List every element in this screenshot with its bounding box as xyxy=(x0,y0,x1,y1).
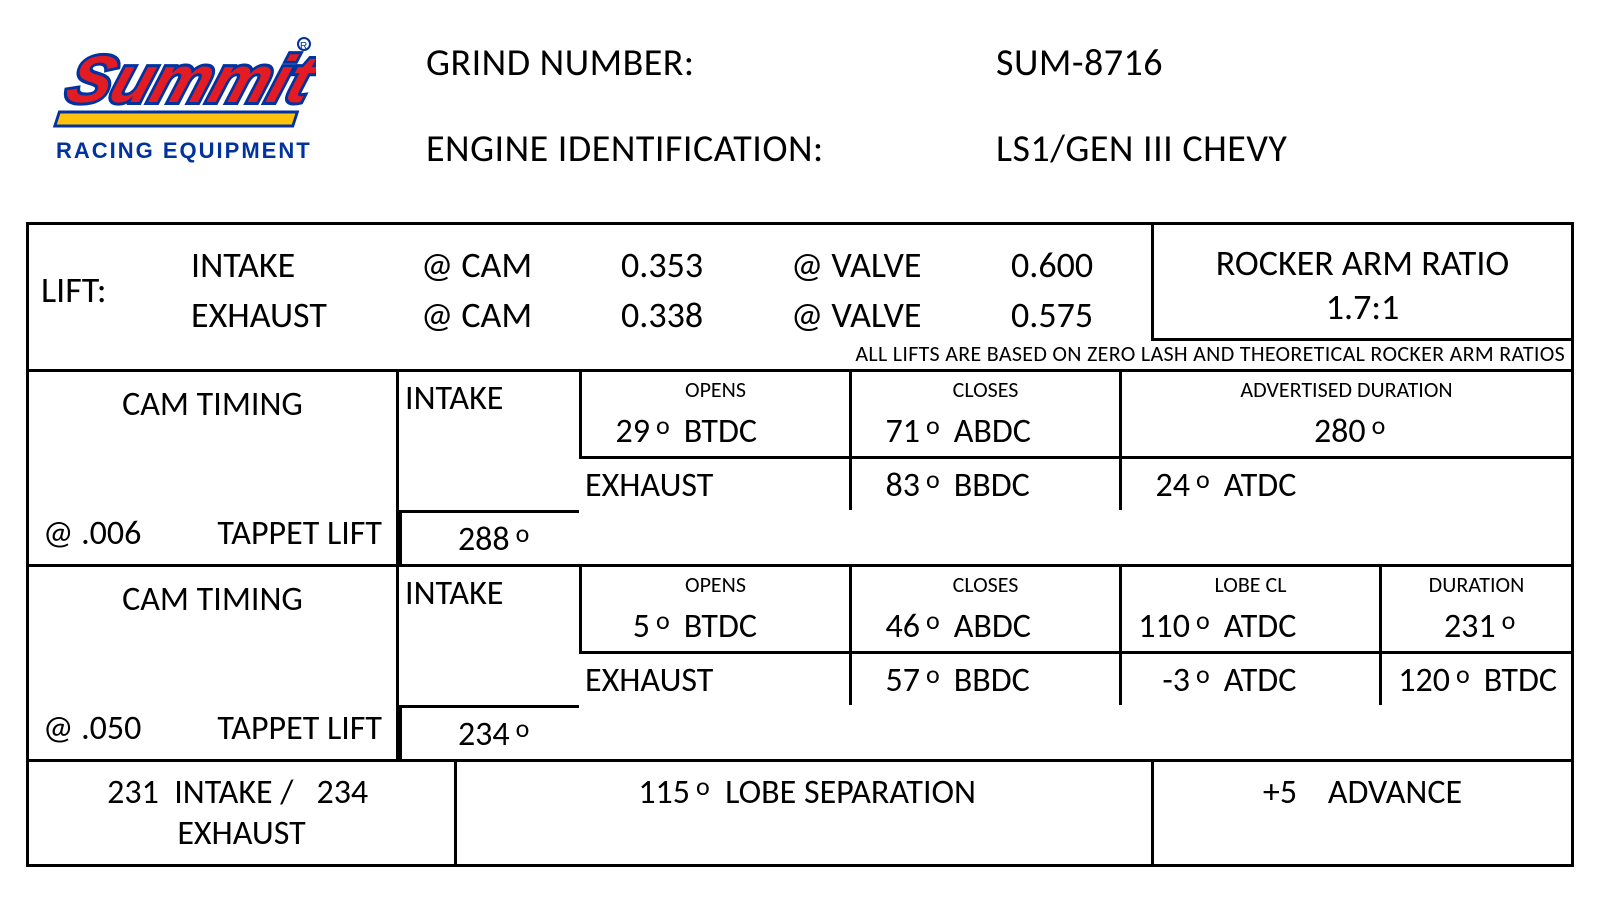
t006-intake-closes: 71oABDC xyxy=(852,402,1119,456)
t050-exhaust-dur: 234o xyxy=(399,705,579,759)
header: Summit R RACING EQUIPMENT GRIND NUMBER: … xyxy=(26,30,1574,172)
timing006-label: CAM TIMING @ .006 TAPPET LIFT xyxy=(29,372,399,564)
t006-adv-hdr: ADVERTISED DURATION xyxy=(1122,372,1571,402)
t050-closes-hdr: CLOSES xyxy=(852,567,1119,597)
timing050-at: @ .050 xyxy=(43,708,141,749)
t050-intake-opens: 5oBTDC xyxy=(582,597,849,651)
spec-table: LIFT: INTAKE EXHAUST @ CAM @ CAM 0.353 0… xyxy=(26,222,1574,867)
t006-intake-label: INTAKE xyxy=(399,372,579,426)
rocker-box: ROCKER ARM RATIO 1.7:1 xyxy=(1151,225,1571,341)
lift-intake-label: INTAKE xyxy=(191,243,391,287)
t006-intake-opens: 29oBTDC xyxy=(582,402,849,456)
timing006-grid: INTAKE OPENS 29oBTDC CLOSES 71oABDC ADVE… xyxy=(399,372,1571,564)
t006-closes-hdr: CLOSES xyxy=(852,372,1119,402)
timing050-grid: INTAKE OPENS 5oBTDC CLOSES 46oABDC LOBE … xyxy=(399,567,1571,759)
t050-exhaust-closes: -3oATDC xyxy=(1119,651,1379,705)
lift-at-valve-1: @ VALVE xyxy=(791,243,981,287)
lift-intake-valve: 0.600 xyxy=(1011,243,1141,287)
lift-exhaust-cam: 0.338 xyxy=(621,293,761,337)
t050-intake-label: INTAKE xyxy=(399,567,579,621)
lift-section: LIFT: INTAKE EXHAUST @ CAM @ CAM 0.353 0… xyxy=(29,225,1571,372)
engine-id-label: ENGINE IDENTIFICATION: xyxy=(426,126,996,172)
timing006-title: CAM TIMING xyxy=(43,384,382,425)
t006-exhaust-adv: 288o xyxy=(399,510,579,564)
lift-note: ALL LIFTS ARE BASED ON ZERO LASH AND THE… xyxy=(855,340,1565,367)
summary-advance: +5 ADVANCE xyxy=(1151,762,1571,864)
t006-opens-hdr: OPENS xyxy=(582,372,849,402)
t050-intake-lobe: 110oATDC xyxy=(1122,597,1379,651)
lift-at-cam-1: @ CAM xyxy=(421,243,591,287)
summary-lobe-sep: 115o LOBE SEPARATION xyxy=(454,762,1151,864)
lift-at-valve-2: @ VALVE xyxy=(791,293,981,337)
cam-card: Summit R RACING EQUIPMENT GRIND NUMBER: … xyxy=(0,0,1600,897)
timing050-tappet: TAPPET LIFT xyxy=(217,708,382,749)
t050-exhaust-opens: 57oBBDC xyxy=(849,651,1119,705)
lift-label: LIFT: xyxy=(41,268,161,312)
timing006-at: @ .006 xyxy=(43,513,141,554)
grind-number-value: SUM-8716 xyxy=(996,40,1574,86)
t050-opens-hdr: OPENS xyxy=(582,567,849,597)
t050-intake-dur: 231o xyxy=(1382,597,1571,651)
t050-lobe-hdr: LOBE CL xyxy=(1122,567,1379,597)
summit-logo: Summit R RACING EQUIPMENT xyxy=(26,30,316,170)
svg-text:Summit: Summit xyxy=(58,44,316,117)
timing050-label: CAM TIMING @ .050 TAPPET LIFT xyxy=(29,567,399,759)
header-info: GRIND NUMBER: SUM-8716 ENGINE IDENTIFICA… xyxy=(426,30,1574,172)
lift-intake-cam: 0.353 xyxy=(621,243,761,287)
lift-exhaust-valve: 0.575 xyxy=(1011,293,1141,337)
t006-exhaust-label: EXHAUST xyxy=(579,456,849,510)
t050-exhaust-label: EXHAUST xyxy=(579,651,849,705)
t006-exhaust-closes: 24oATDC xyxy=(1119,456,1571,510)
t006-exhaust-opens: 83oBBDC xyxy=(849,456,1119,510)
t050-exhaust-lobe: 120oBTDC xyxy=(1379,651,1571,705)
t006-intake-adv: 280o xyxy=(1122,402,1571,456)
svg-text:R: R xyxy=(300,41,307,52)
engine-id-value: LS1/GEN III CHEVY xyxy=(996,126,1574,172)
lift-at-cam-2: @ CAM xyxy=(421,293,591,337)
t050-dur-hdr: DURATION xyxy=(1382,567,1571,597)
summary-row: 231 INTAKE / 234 EXHAUST 115o LOBE SEPAR… xyxy=(29,762,1571,864)
lift-exhaust-label: EXHAUST xyxy=(191,293,391,337)
rocker-label: ROCKER ARM RATIO xyxy=(1216,241,1510,285)
cam-timing-050: CAM TIMING @ .050 TAPPET LIFT INTAKE OPE… xyxy=(29,567,1571,762)
logo-tagline: RACING EQUIPMENT xyxy=(56,138,312,163)
timing050-title: CAM TIMING xyxy=(43,579,382,620)
rocker-value: 1.7:1 xyxy=(1326,285,1399,329)
summary-durations: 231 INTAKE / 234 EXHAUST xyxy=(29,762,454,864)
grind-number-label: GRIND NUMBER: xyxy=(426,40,996,86)
timing006-tappet: TAPPET LIFT xyxy=(217,513,382,554)
t050-intake-closes: 46oABDC xyxy=(852,597,1119,651)
cam-timing-006: CAM TIMING @ .006 TAPPET LIFT INTAKE OPE… xyxy=(29,372,1571,567)
